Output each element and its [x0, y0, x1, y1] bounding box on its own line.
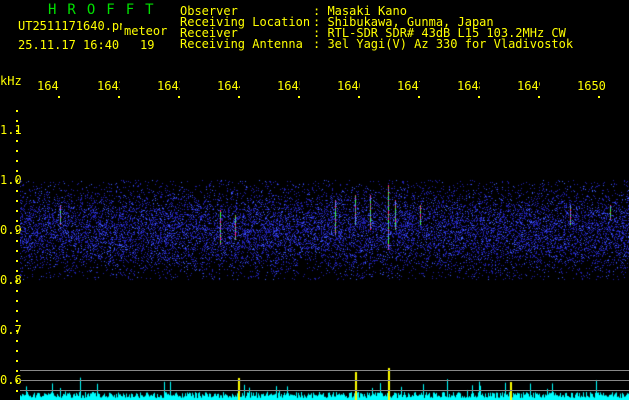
- x-tick-label: 1643: [157, 79, 180, 93]
- antenna-label: Receiving Antenna: [180, 37, 303, 51]
- location-value: : Shibukawa, Gunma, Japan: [313, 15, 494, 29]
- receiver-label: Receiver: [180, 26, 238, 40]
- x-tick: [478, 96, 480, 98]
- y-tick: [16, 260, 18, 262]
- x-tick: [178, 96, 180, 98]
- app-title: HROFFT: [48, 2, 165, 18]
- x-tick-label: 1642: [97, 79, 120, 93]
- y-tick: [16, 250, 18, 252]
- x-tick: [418, 96, 420, 98]
- y-tick: [16, 180, 18, 182]
- x-tick-label: 1646: [337, 79, 360, 93]
- count: 19: [140, 38, 155, 52]
- y-tick: [16, 280, 18, 282]
- y-tick: [16, 300, 18, 302]
- y-tick: [16, 290, 18, 292]
- y-tick: [16, 170, 18, 172]
- mode-label: meteor: [124, 24, 168, 38]
- spectrogram: [20, 100, 629, 400]
- y-tick: [16, 210, 18, 212]
- y-tick: [16, 110, 18, 112]
- x-tick: [118, 96, 120, 98]
- x-tick-label: 1650: [577, 79, 606, 93]
- y-tick: [16, 220, 18, 222]
- y-tick: [16, 130, 18, 132]
- y-tick: [16, 350, 18, 352]
- y-tick: [16, 200, 18, 202]
- meter-line: [20, 380, 629, 381]
- y-tick: [16, 340, 18, 342]
- location-label: Receiving Location: [180, 15, 311, 29]
- observer-label: Observer: [180, 4, 238, 18]
- y-tick: [16, 270, 18, 272]
- y-tick: [16, 330, 18, 332]
- x-tick-label: 1645: [277, 79, 300, 93]
- y-tick: [16, 380, 18, 382]
- y-tick: [16, 160, 18, 162]
- info-labels: Observer Receiving Location Receiver Rec…: [180, 4, 311, 51]
- receiver-value: : RTL-SDR SDR# 43dB L15 103.2MHz CW: [313, 26, 566, 40]
- x-tick-label: 1644: [217, 79, 240, 93]
- y-tick: [16, 150, 18, 152]
- y-tick: [16, 240, 18, 242]
- x-tick: [358, 96, 360, 98]
- y-tick: [16, 370, 18, 372]
- y-tick-label: 0.6: [0, 373, 22, 387]
- filename: UT2511171640.png: [18, 21, 122, 32]
- y-tick: [16, 360, 18, 362]
- x-tick-label: 1648: [457, 79, 480, 93]
- x-unit-label: kHz: [0, 74, 22, 88]
- info-values: : Masaki Kano : Shibukawa, Gunma, Japan …: [313, 4, 574, 51]
- x-tick-label: 1649: [517, 79, 540, 93]
- y-tick-label: 1.1: [0, 123, 22, 137]
- y-tick: [16, 190, 18, 192]
- x-tick: [598, 96, 600, 98]
- y-tick-label: 1.0: [0, 173, 22, 187]
- y-tick: [16, 390, 18, 392]
- y-tick: [16, 120, 18, 122]
- y-tick: [16, 320, 18, 322]
- x-tick: [238, 96, 240, 98]
- antenna-value: : 3el Yagi(V) Az 330 for Vladivostok: [313, 37, 574, 51]
- meter-line: [20, 370, 629, 371]
- y-tick: [16, 230, 18, 232]
- y-tick-label: 0.7: [0, 323, 22, 337]
- x-tick: [538, 96, 540, 98]
- y-tick-label: 0.9: [0, 223, 22, 237]
- meter-line: [20, 390, 629, 391]
- x-tick-label: 1647: [397, 79, 420, 93]
- observer-value: : Masaki Kano: [313, 4, 407, 18]
- y-tick: [16, 310, 18, 312]
- y-tick: [16, 140, 18, 142]
- x-tick: [58, 96, 60, 98]
- y-tick-label: 0.8: [0, 273, 22, 287]
- datetime: 25.11.17 16:40: [18, 38, 120, 52]
- x-tick: [298, 96, 300, 98]
